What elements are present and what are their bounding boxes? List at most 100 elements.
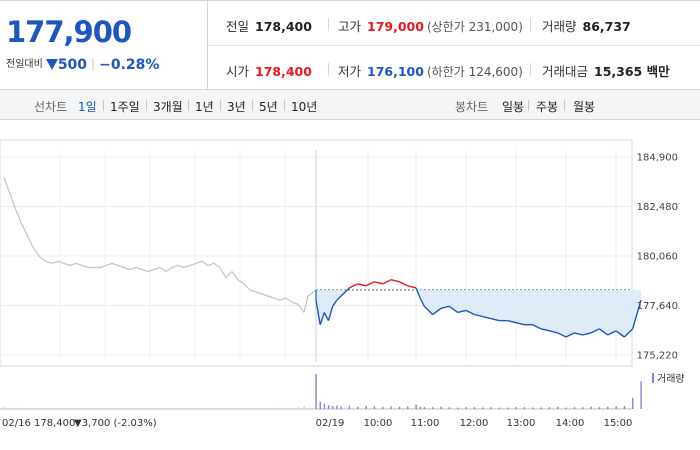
volume-bar bbox=[336, 405, 338, 409]
volume-bar bbox=[598, 407, 601, 409]
volume-bar bbox=[237, 408, 239, 409]
price-segment bbox=[419, 297, 425, 307]
line-chart-label: 선차트 bbox=[34, 100, 68, 114]
volume-bar bbox=[69, 408, 71, 409]
price-segment bbox=[327, 306, 334, 321]
volume-bar bbox=[419, 406, 421, 409]
volume-bars bbox=[0, 365, 642, 410]
volume-bar bbox=[39, 408, 41, 409]
x-tick-label: 11:00 bbox=[411, 418, 440, 429]
volume-bar bbox=[482, 407, 484, 409]
tab-5y[interactable]: 5년 bbox=[259, 100, 278, 114]
price-segment bbox=[490, 317, 500, 322]
volume-bar bbox=[615, 406, 617, 409]
open-value: 178,400 bbox=[255, 64, 312, 79]
volume-bar bbox=[507, 407, 509, 409]
tab-3y[interactable]: 3년 bbox=[227, 100, 246, 114]
volume-bar bbox=[432, 407, 434, 409]
volume-bar bbox=[340, 406, 342, 409]
y-tick-label: 184,900 bbox=[637, 153, 678, 164]
x-tick-label: 10:00 bbox=[364, 418, 393, 429]
amount-label: 거래대금 bbox=[542, 64, 589, 79]
tab-monthly[interactable]: 월봉 bbox=[573, 100, 596, 114]
price-segment bbox=[315, 300, 321, 325]
quote-cells: 전일 178,400 고가 179,000 (상한가 231,000) 거래량 86,7… bbox=[208, 1, 700, 90]
volume-bar bbox=[465, 407, 467, 409]
quote-panel: 177,900 전일대비 500 | −0.28% 전일 178,400 고가 179,0… bbox=[0, 0, 700, 90]
tab-weekly[interactable]: 주봉 bbox=[536, 100, 559, 114]
volume-bar bbox=[415, 404, 417, 409]
prev-day-series bbox=[3, 177, 317, 313]
price-segment bbox=[565, 332, 575, 338]
volume-bar bbox=[9, 407, 11, 409]
tab-1w[interactable]: 1주일 bbox=[110, 100, 140, 114]
x-tick-label: 13:00 bbox=[507, 418, 536, 429]
divider bbox=[146, 100, 147, 111]
today-series bbox=[315, 279, 642, 338]
prev-day-change: ▼3,700 (-2.03%) bbox=[74, 418, 157, 429]
volume-bar bbox=[498, 407, 501, 409]
volume-bar bbox=[231, 408, 233, 409]
volume-legend: 거래량 bbox=[652, 373, 685, 385]
price-segment bbox=[319, 312, 325, 325]
volume-bar bbox=[590, 406, 592, 409]
volume-bar bbox=[407, 406, 409, 409]
chart-grid bbox=[0, 139, 633, 367]
low-value: 176,100 bbox=[367, 64, 424, 79]
divider bbox=[328, 63, 329, 76]
change-label: 전일대비 bbox=[6, 59, 43, 70]
volume-bar bbox=[285, 407, 287, 409]
y-tick-label: 177,640 bbox=[637, 301, 678, 312]
change-value: 500 bbox=[57, 57, 88, 73]
volume-bar bbox=[159, 408, 161, 409]
volume-bar bbox=[457, 407, 459, 409]
open-label: 시가 bbox=[226, 64, 250, 79]
tab-1d[interactable]: 1일 bbox=[78, 100, 97, 114]
price-segment bbox=[390, 279, 400, 283]
tab-3m[interactable]: 3개월 bbox=[153, 100, 183, 114]
x-tick-label: 12:00 bbox=[460, 418, 489, 429]
price-segment bbox=[374, 281, 383, 285]
volume-bar bbox=[177, 408, 179, 409]
price-segment bbox=[557, 332, 567, 338]
price-chart[interactable]: 184,900 182,480 180,060 177,640 175,220 02/1… bbox=[0, 120, 700, 450]
x-tick-label: 02/19 bbox=[316, 418, 345, 429]
price-segment bbox=[415, 287, 421, 299]
high-cell: 고가 179,000 (상한가 231,000) bbox=[338, 16, 523, 35]
divider bbox=[220, 100, 221, 111]
divider bbox=[564, 100, 565, 111]
tab-10y[interactable]: 10년 bbox=[291, 100, 318, 114]
volume-bar bbox=[273, 407, 275, 409]
volume-bar bbox=[303, 406, 305, 409]
price-segment bbox=[482, 315, 492, 320]
prev-close-cell: 전일 178,400 bbox=[226, 16, 312, 35]
prev-day-date: 02/16 bbox=[2, 418, 31, 429]
upper-limit: (상한가 231,000) bbox=[426, 20, 523, 34]
volume-cell: 거래량 86,737 bbox=[542, 16, 631, 35]
volume-bar bbox=[640, 381, 642, 409]
prev-day-footer: 02/16 178,400▼3,700 (-2.03%) bbox=[2, 418, 157, 429]
tab-daily[interactable]: 일봉 bbox=[502, 100, 525, 114]
price-segment bbox=[507, 319, 517, 324]
y-tick-label: 180,060 bbox=[637, 252, 678, 263]
price-segment bbox=[465, 309, 475, 316]
prev-day-connector bbox=[303, 289, 317, 313]
volume-bar bbox=[171, 408, 173, 409]
volume-bar bbox=[225, 408, 227, 409]
row-divider bbox=[208, 45, 700, 46]
divider bbox=[284, 100, 285, 111]
divider: | bbox=[91, 57, 96, 71]
volume-bar bbox=[207, 408, 209, 409]
divider bbox=[103, 100, 104, 111]
y-tick-label: 182,480 bbox=[637, 202, 678, 213]
volume-bar bbox=[27, 407, 29, 409]
volume-bar bbox=[105, 407, 107, 409]
volume-bar bbox=[327, 405, 330, 409]
volume-bar bbox=[573, 407, 576, 409]
change-rate: −0.28% bbox=[99, 57, 160, 73]
volume-bar bbox=[348, 405, 351, 409]
price-segment bbox=[365, 281, 375, 287]
volume-bar bbox=[153, 408, 155, 409]
price-segment bbox=[574, 332, 583, 336]
tab-1y[interactable]: 1년 bbox=[195, 100, 214, 114]
